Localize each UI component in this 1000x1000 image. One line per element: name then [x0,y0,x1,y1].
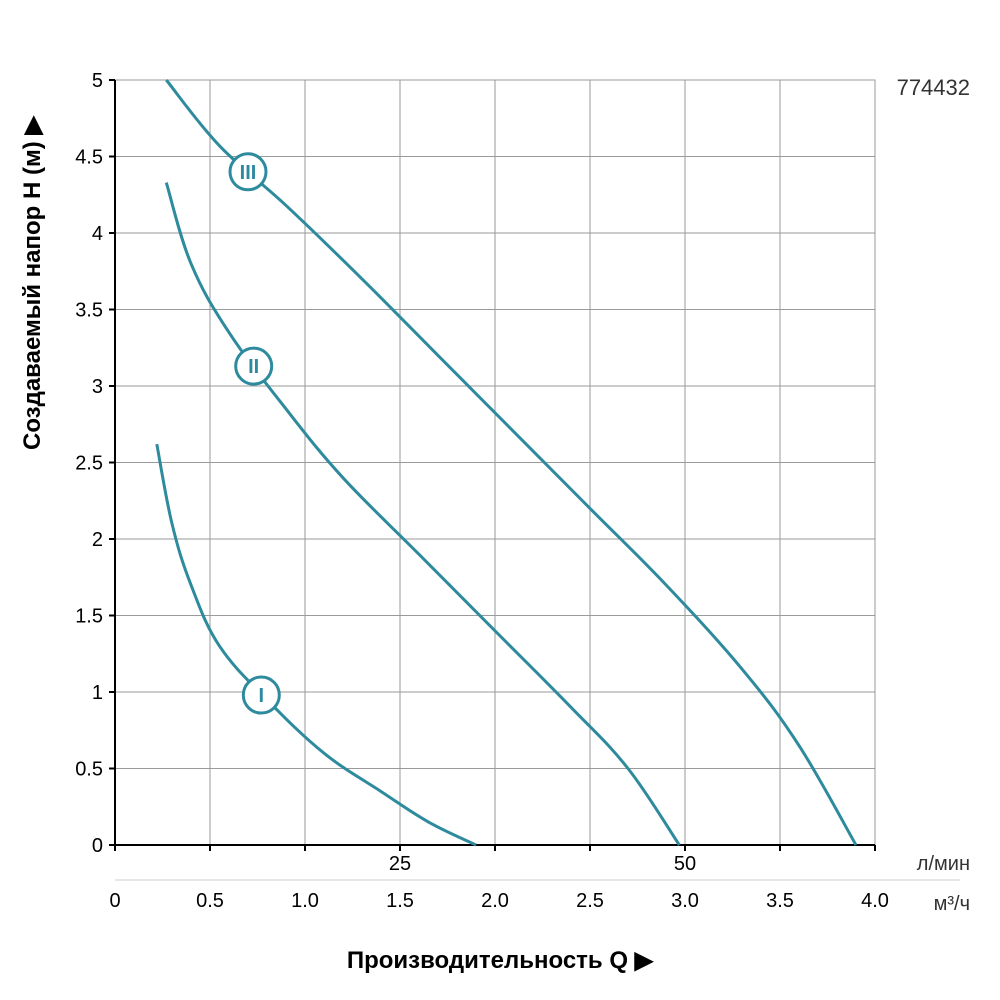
y-tick-label: 3.5 [75,300,103,322]
y-tick-label: 4 [92,223,103,245]
x-tick-label-m3h: 4.0 [861,890,889,912]
x-tick-label-m3h: 1.5 [386,890,414,912]
y-axis-label: Создаваемый напор H (м) ▶ [18,116,47,450]
x-tick-label-lmin: 50 [674,853,696,875]
chart-svg: 0 0.5 1 1.5 2 2.5 3 3.5 4 4.5 5 25 50 0 0.5 1.0 1.5 2.0 2.… [0,0,1000,1000]
y-tick-label: 4.5 [75,147,103,169]
y-tick-label: 5 [92,70,103,92]
y-tick-label: 1.5 [75,606,103,628]
y-tick-label: 0 [92,835,103,857]
y-tick-label: 0.5 [75,759,103,781]
x-tick-label-m3h: 3.5 [766,890,794,912]
y-tick-label: 3 [92,376,103,398]
x-tick-label-m3h: 1.0 [291,890,319,912]
x-tick-label-m3h: 0.5 [196,890,224,912]
x-tick-label-m3h: 2.0 [481,890,509,912]
x-unit-top: л/мин [917,853,970,876]
curve-II [166,183,679,845]
curve-badge-label-III: III [240,162,257,184]
curve-badge-label-I: I [259,685,265,707]
y-tick-label: 2 [92,529,103,551]
y-tick-label: 1 [92,682,103,704]
x-axis-label: Производительность Q ▶ [0,946,1000,975]
product-code: 774432 [897,75,970,101]
x-tick-label-m3h: 3.0 [671,890,699,912]
pump-curve-chart: 0 0.5 1 1.5 2 2.5 3 3.5 4 4.5 5 25 50 0 0.5 1.0 1.5 2.0 2.… [0,0,1000,1000]
x-tick-label-lmin: 25 [389,853,411,875]
x-tick-label-m3h: 0 [109,890,120,912]
curve-I [157,444,476,845]
y-tick-label: 2.5 [75,453,103,475]
x-unit-bottom: м³/ч [934,893,970,916]
x-tick-label-m3h: 2.5 [576,890,604,912]
curve-badge-label-II: II [248,356,259,378]
